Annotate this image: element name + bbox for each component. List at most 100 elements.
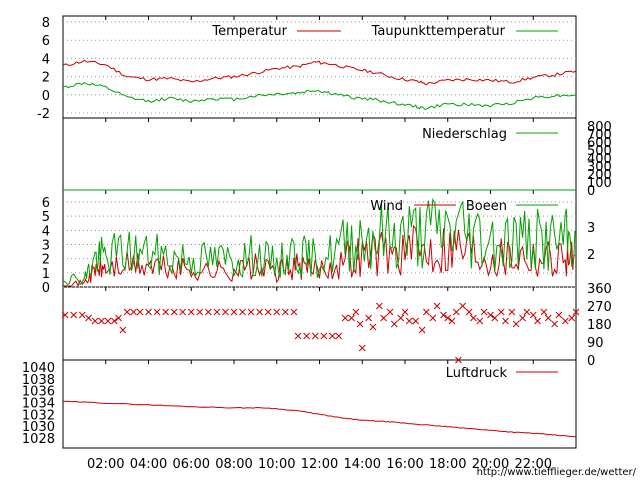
tick-label-pressure: 1038 [22,373,55,388]
wind-direction-marker [487,311,494,319]
axis-labels: -202468010020030040050060070080001234562… [22,16,612,472]
wind-direction-marker [523,308,531,316]
wind-direction-marker [444,314,452,322]
wind-direction-marker [397,314,405,322]
wind-direction-marker [311,332,319,340]
tick-label-pressure: 1032 [22,408,55,423]
tick-label-wind-direction: 90 [587,336,604,351]
tick-label-precipitation: 500 [587,144,612,159]
wind-direction-marker [491,314,499,322]
series-line-boeen [63,197,576,286]
wind-direction-marker [222,308,229,316]
wind-direction-marker [470,314,477,322]
wind-direction-marker [290,308,298,316]
wind-direction-marker [448,317,456,325]
wind-direction-marker [529,311,537,319]
tick-label-precipitation: 200 [587,168,612,183]
wind-direction-marker [380,314,387,322]
wind-direction-marker [70,311,78,319]
wind-direction-marker [196,308,204,316]
wind-direction-marker [335,332,343,340]
tick-label-wind-direction: 270 [587,300,612,315]
wind-direction-marker [78,311,86,319]
legend-wind-label: Wind [370,199,403,214]
wind-direction-marker [110,317,118,325]
wind-direction-marker [145,308,152,316]
wind-direction-marker [153,308,161,316]
x-tick-label: 02:00 [87,457,124,472]
wind-direction-marker [264,308,272,316]
wind-direction-marker [119,326,127,334]
legend-boeen-label: Boeen [466,199,507,214]
wind-direction-marker [204,308,212,316]
wind-direction-marker [508,308,516,316]
wind-direction-marker [348,314,355,322]
series-line-wind [62,224,576,287]
wind-direction-marker [115,314,122,322]
tick-label-wind: 4 [42,224,50,239]
wind-direction-marker [230,308,238,316]
wind-direction-marker [502,317,509,325]
series-line-taupunkttemperatur [62,82,577,110]
wind-direction-marker [452,308,460,316]
tick-label-wind-direction: 180 [587,318,612,333]
x-tick-label: 20:00 [472,457,509,472]
grid-lines [63,16,576,364]
wind-direction-marker [561,317,569,325]
x-tick-label: 08:00 [215,457,252,472]
tick-label-temperature: 4 [42,52,50,67]
wind-direction-marker [320,332,328,340]
legend-niederschlag-label: Niederschlag [422,127,507,142]
wind-direction-marker [239,308,246,316]
wind-direction-marker [365,314,373,322]
wind-direction-marker [386,308,394,316]
wind-direction-marker [187,308,195,316]
panel-frame-wind_direction [62,286,577,361]
x-tick-label: 16:00 [386,457,423,472]
tick-label-pressure: 1034 [22,397,55,412]
wind-direction-marker [369,323,377,331]
x-tick-label: 18:00 [429,457,466,472]
wind-direction-marker [476,317,484,325]
series-line-luftdruck [62,400,577,438]
wind-direction-marker [247,308,255,316]
wind-direction-marker [544,314,552,322]
wind-direction-marker [440,311,447,319]
tick-label-wind: 5 [42,210,50,225]
wind-direction-marker [61,311,69,319]
x-tick-label: 06:00 [173,457,210,472]
wind-direction-marker [433,302,441,310]
wind-direction-marker [534,317,541,325]
wind-direction-marker [356,320,364,328]
wind-direction-marker [303,332,311,340]
wind-direction-marker [358,344,366,352]
wind-direction-marker [130,308,137,316]
wind-direction-marker [256,308,264,316]
wind-direction-marker [136,308,144,316]
tick-label-precipitation: 100 [587,176,612,191]
wind-direction-marker [352,308,360,316]
wind-direction-marker [98,317,105,325]
wind-direction-marker [281,308,289,316]
tick-label-wind: 2 [42,253,50,268]
wind-direction-marker [455,356,462,364]
wind-direction-marker [294,332,302,340]
wind-direction-marker [429,314,437,322]
legend-taupunkttemperatur-label: Taupunkttemperatur [371,24,506,39]
wind-direction-marker [512,320,520,328]
tick-label-temperature: -2 [37,107,50,122]
tick-label-precipitation: 400 [587,152,612,167]
tick-label-precipitation: 800 [587,120,612,135]
tick-label-wind-direction: 360 [587,282,612,297]
wind-direction-marker [423,308,430,316]
x-tick-label: 22:00 [515,457,552,472]
tick-label-wind-right: 3 [587,221,595,236]
wind-direction-marker [273,308,281,316]
tick-label-temperature: 0 [42,89,50,104]
wind-direction-marker [170,308,178,316]
x-tick-label: 12:00 [301,457,338,472]
tick-label-precipitation: 700 [587,128,612,143]
wind-direction-marker [568,314,576,322]
wind-direction-marker [91,317,99,325]
